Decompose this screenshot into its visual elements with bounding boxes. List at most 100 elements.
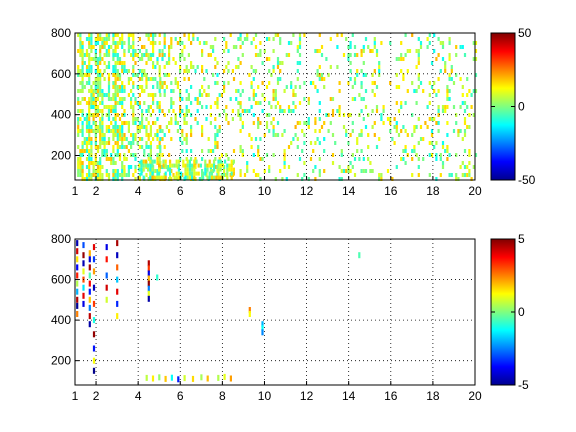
top-cell (225, 45, 228, 49)
top-cell (79, 169, 82, 173)
top-cell (85, 165, 89, 169)
top-cell (323, 169, 326, 173)
top-cell (201, 149, 204, 153)
top-cell (114, 161, 117, 165)
top-cell (132, 173, 135, 177)
top-cell (99, 169, 102, 173)
top-cell (435, 177, 438, 181)
bottom-cell (92, 284, 96, 291)
top-cell (123, 85, 126, 89)
top-cell (158, 109, 161, 113)
top-cell (183, 113, 186, 117)
top-cell (367, 157, 370, 161)
bottom-cell (82, 300, 85, 307)
top-cell (318, 73, 321, 77)
top-cell (373, 69, 376, 73)
top-cell (193, 159, 196, 164)
top-cell (415, 125, 418, 129)
top-cell (96, 33, 100, 37)
top-cell (149, 77, 152, 81)
top-cell (90, 153, 93, 157)
top-cell (138, 145, 141, 149)
top-cell (393, 141, 396, 145)
top-cell (197, 171, 200, 176)
top-cell (132, 133, 135, 137)
top-cell (114, 177, 117, 181)
top-cell (81, 129, 84, 133)
top-cell (400, 129, 403, 133)
top-cell (252, 169, 255, 173)
top-cell (142, 167, 145, 172)
top-cell (88, 73, 91, 77)
top-cell (127, 45, 130, 49)
top-cell (274, 177, 277, 181)
top-cell (232, 171, 235, 176)
top-cell (152, 109, 155, 113)
top-cell (81, 77, 84, 81)
top-cell (121, 45, 124, 49)
top-cell (474, 73, 478, 77)
top-cell (305, 121, 308, 125)
top-cell (230, 163, 233, 168)
top-cell (378, 69, 381, 73)
top-cell (127, 173, 130, 177)
top-cell (88, 157, 91, 161)
top-cell (248, 97, 251, 101)
top-cell (248, 73, 251, 77)
top-cell (252, 153, 255, 157)
top-cell (283, 161, 286, 165)
top-cell (136, 73, 139, 77)
top-cell (371, 81, 374, 85)
top-cell (411, 81, 414, 85)
top-cell (265, 85, 269, 89)
top-cell (393, 125, 396, 129)
top-cell (90, 57, 93, 61)
top-cell (127, 165, 130, 169)
top-cell (320, 125, 324, 129)
top-cell (112, 93, 115, 97)
bottom-cell (261, 325, 264, 332)
top-cell (169, 171, 172, 176)
top-cell (298, 41, 302, 45)
top-cell (105, 105, 108, 109)
top-cell (225, 153, 228, 157)
top-cell (118, 77, 122, 81)
top-cell (402, 157, 405, 161)
top-cell (248, 109, 251, 113)
top-cell (205, 105, 208, 109)
top-cell (356, 141, 359, 145)
top-cell (141, 45, 144, 49)
top-cell (116, 169, 119, 173)
top-cell (336, 65, 339, 69)
top-cell (201, 65, 204, 69)
top-cell (287, 109, 291, 113)
top-cell (223, 89, 226, 93)
top-cell (439, 173, 442, 177)
top-cell (441, 109, 445, 113)
top-cell (123, 133, 126, 137)
top-cell (112, 133, 115, 137)
top-cell (345, 37, 348, 41)
top-cell (163, 53, 166, 57)
top-cell (118, 157, 122, 161)
top-cell (138, 137, 141, 141)
bottom-cell (261, 321, 264, 328)
top-cell (130, 133, 133, 137)
top-cell (371, 73, 374, 77)
top-cell (130, 53, 133, 57)
top-cell (79, 149, 82, 153)
top-cell (159, 125, 162, 129)
top-cell (179, 109, 182, 113)
top-cell (90, 89, 93, 93)
top-cell (470, 177, 473, 181)
top-cell (395, 101, 398, 105)
top-cell (118, 73, 122, 77)
top-cell (107, 109, 111, 113)
top-cell (152, 41, 155, 45)
top-cell (417, 49, 420, 53)
top-cell (161, 85, 164, 89)
bottom-ytick-label: 200 (51, 354, 71, 368)
top-cell (369, 161, 372, 165)
top-cell (156, 173, 159, 177)
